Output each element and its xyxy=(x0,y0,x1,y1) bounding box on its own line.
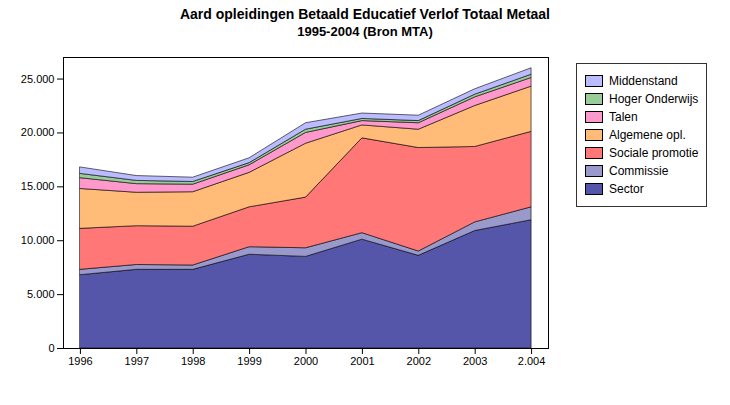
html-text:Hoger Onderwijs: Hoger Onderwijs xyxy=(609,92,699,106)
svg-text:0: 0 xyxy=(48,342,54,354)
html-text:Algemene opl.: Algemene opl. xyxy=(609,128,686,142)
html-text:Sector: Sector xyxy=(609,182,644,196)
html-text:1995-2004 (Bron MTA): 1995-2004 (Bron MTA) xyxy=(297,24,433,39)
svg-text:10.000: 10.000 xyxy=(21,234,55,246)
svg-text:25.000: 25.000 xyxy=(21,73,55,85)
html-text:Aard opleidingen Betaald Educa: Aard opleidingen Betaald Educatief Verlo… xyxy=(180,6,550,22)
svg-text:2003: 2003 xyxy=(463,355,487,367)
html-text:Commissie: Commissie xyxy=(609,164,669,178)
html-text:Sociale promotie: Sociale promotie xyxy=(609,146,699,160)
svg-text:1996: 1996 xyxy=(68,355,92,367)
svg-text:5.000: 5.000 xyxy=(27,288,55,300)
svg-text:1998: 1998 xyxy=(181,355,205,367)
html-text:Middenstand: Middenstand xyxy=(609,74,678,88)
svg-text:20.000: 20.000 xyxy=(21,126,55,138)
svg-text:1997: 1997 xyxy=(125,355,149,367)
svg-text:2001: 2001 xyxy=(350,355,374,367)
html-text:Talen: Talen xyxy=(609,110,638,124)
svg-text:15.000: 15.000 xyxy=(21,180,55,192)
svg-text:1999: 1999 xyxy=(237,355,261,367)
svg-text:2.004: 2.004 xyxy=(518,355,546,367)
svg-text:2000: 2000 xyxy=(294,355,318,367)
svg-text:2002: 2002 xyxy=(407,355,431,367)
